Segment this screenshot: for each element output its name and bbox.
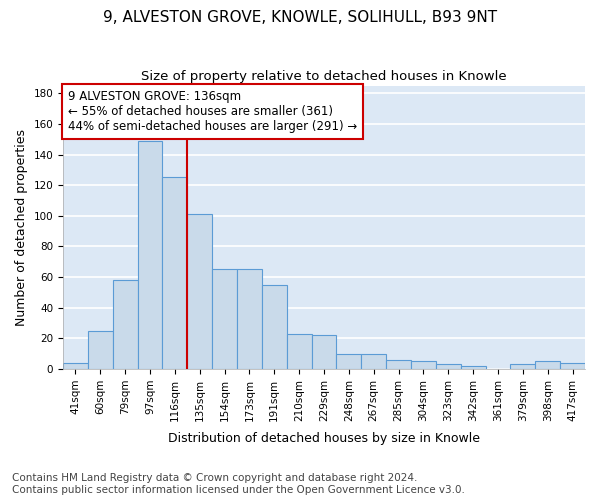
Bar — [262, 285, 287, 369]
Bar — [461, 366, 485, 369]
Title: Size of property relative to detached houses in Knowle: Size of property relative to detached ho… — [141, 70, 507, 83]
Bar — [88, 330, 113, 369]
Bar — [535, 362, 560, 369]
Bar — [311, 336, 337, 369]
Text: Contains HM Land Registry data © Crown copyright and database right 2024.
Contai: Contains HM Land Registry data © Crown c… — [12, 474, 465, 495]
X-axis label: Distribution of detached houses by size in Knowle: Distribution of detached houses by size … — [168, 432, 480, 445]
Y-axis label: Number of detached properties: Number of detached properties — [15, 129, 28, 326]
Bar — [212, 270, 237, 369]
Bar — [163, 178, 187, 369]
Bar — [187, 214, 212, 369]
Bar — [436, 364, 461, 369]
Bar — [386, 360, 411, 369]
Bar — [237, 270, 262, 369]
Text: 9 ALVESTON GROVE: 136sqm
← 55% of detached houses are smaller (361)
44% of semi-: 9 ALVESTON GROVE: 136sqm ← 55% of detach… — [68, 90, 358, 133]
Bar — [511, 364, 535, 369]
Bar — [287, 334, 311, 369]
Bar — [411, 362, 436, 369]
Bar — [137, 140, 163, 369]
Bar — [63, 363, 88, 369]
Bar — [560, 363, 585, 369]
Text: 9, ALVESTON GROVE, KNOWLE, SOLIHULL, B93 9NT: 9, ALVESTON GROVE, KNOWLE, SOLIHULL, B93… — [103, 10, 497, 25]
Bar — [361, 354, 386, 369]
Bar — [337, 354, 361, 369]
Bar — [113, 280, 137, 369]
